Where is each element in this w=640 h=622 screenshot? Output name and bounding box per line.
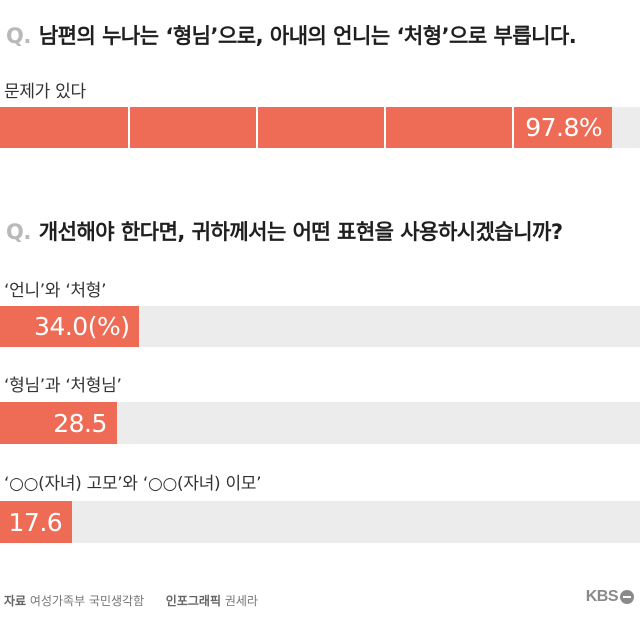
footer-credits: 자료 여성가족부 국민생각함 인포그래픽 권세라 <box>4 592 258 609</box>
question-2-mark: Q. <box>6 220 31 244</box>
bar-segment-divider <box>384 107 386 148</box>
bar-problem <box>0 107 613 148</box>
bar-segment-divider <box>128 107 130 148</box>
kbs-logo-text: KBS <box>585 588 619 605</box>
kbs-logo-icon <box>620 590 634 604</box>
bar-value-option-3: 17.6 <box>8 507 63 537</box>
question-1-text: 남편의 누나는 ‘형님’으로, 아내의 언니는 ‘처형’으로 부릅니다. <box>38 24 577 48</box>
question-1-mark: Q. <box>6 24 31 48</box>
bar-label-option-2: ‘형님’과 ‘처형님’ <box>4 376 122 396</box>
bar-value-option-1: 34.0(%) <box>34 312 130 341</box>
graphic-label: 인포그래픽 <box>165 594 221 608</box>
bar-label-option-1: ‘언니’와 ‘처형’ <box>4 281 107 301</box>
bar-label-problem: 문제가 있다 <box>4 82 86 102</box>
bar-option-3 <box>0 501 73 543</box>
bar-value-problem: 97.8% <box>525 113 603 142</box>
graphic-credit: 권세라 <box>224 594 258 608</box>
bar-track-option-1: 34.0(%) <box>0 306 640 347</box>
bar-track-option-3: 17.6 <box>0 501 640 543</box>
bar-segment-divider <box>512 107 514 148</box>
bar-option-2 <box>0 402 117 444</box>
question-2-text: 개선해야 한다면, 귀하께서는 어떤 표현을 사용하시겠습니까? <box>38 220 563 244</box>
bar-label-option-3: ‘○○(자녀) 고모’와 ‘○○(자녀) 이모’ <box>4 474 262 494</box>
source-label: 자료 <box>4 594 27 608</box>
bar-track-problem: 97.8% <box>0 107 640 148</box>
bar-track-option-2: 28.5 <box>0 402 640 444</box>
source-text: 여성가족부 국민생각함 <box>29 594 145 608</box>
question-2: Q. 개선해야 한다면, 귀하께서는 어떤 표현을 사용하시겠습니까? <box>6 216 563 246</box>
bar-segment-divider <box>256 107 258 148</box>
kbs-logo: KBS <box>586 588 634 606</box>
bar-value-option-2: 28.5 <box>53 408 107 438</box>
question-1: Q. 남편의 누나는 ‘형님’으로, 아내의 언니는 ‘처형’으로 부릅니다. <box>6 20 577 50</box>
bar-option-1 <box>0 306 140 347</box>
